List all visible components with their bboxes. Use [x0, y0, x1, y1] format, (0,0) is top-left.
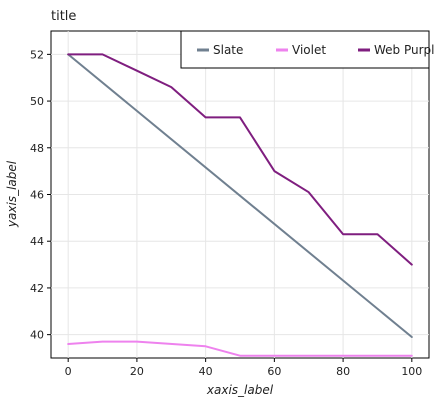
y-tick-label: 50	[30, 95, 44, 108]
series-line-slate	[67, 53, 413, 338]
y-axis-label: yaxis_label	[5, 160, 19, 228]
x-tick-label: 40	[199, 365, 213, 378]
y-tick-label: 40	[30, 329, 44, 342]
series-lines	[67, 53, 413, 357]
x-tick-label: 20	[130, 365, 144, 378]
legend: Slate Violet Web Purple	[180, 30, 435, 69]
x-tick-label: 60	[267, 365, 281, 378]
x-axis-label: xaxis_label	[206, 383, 274, 397]
series-line-violet	[67, 340, 413, 357]
y-tick-label: 52	[30, 48, 44, 61]
legend-label-violet: Violet	[292, 43, 326, 57]
chart-title: title	[51, 9, 76, 24]
x-axis-ticks: 0 20 40 60 80 100	[65, 358, 422, 378]
y-axis-ticks: 40 42 44 46 48 50 52	[30, 48, 51, 342]
y-tick-label: 46	[30, 189, 44, 202]
series-line-web-purple	[67, 53, 413, 266]
legend-box	[180, 30, 430, 69]
legend-label-slate: Slate	[213, 43, 243, 57]
x-tick-label: 0	[65, 365, 72, 378]
y-tick-label: 48	[30, 142, 44, 155]
x-tick-label: 80	[336, 365, 350, 378]
y-tick-label: 44	[30, 235, 44, 248]
legend-label-web-purple: Web Purple	[374, 43, 435, 57]
y-tick-label: 42	[30, 282, 44, 295]
x-tick-label: 100	[401, 365, 422, 378]
